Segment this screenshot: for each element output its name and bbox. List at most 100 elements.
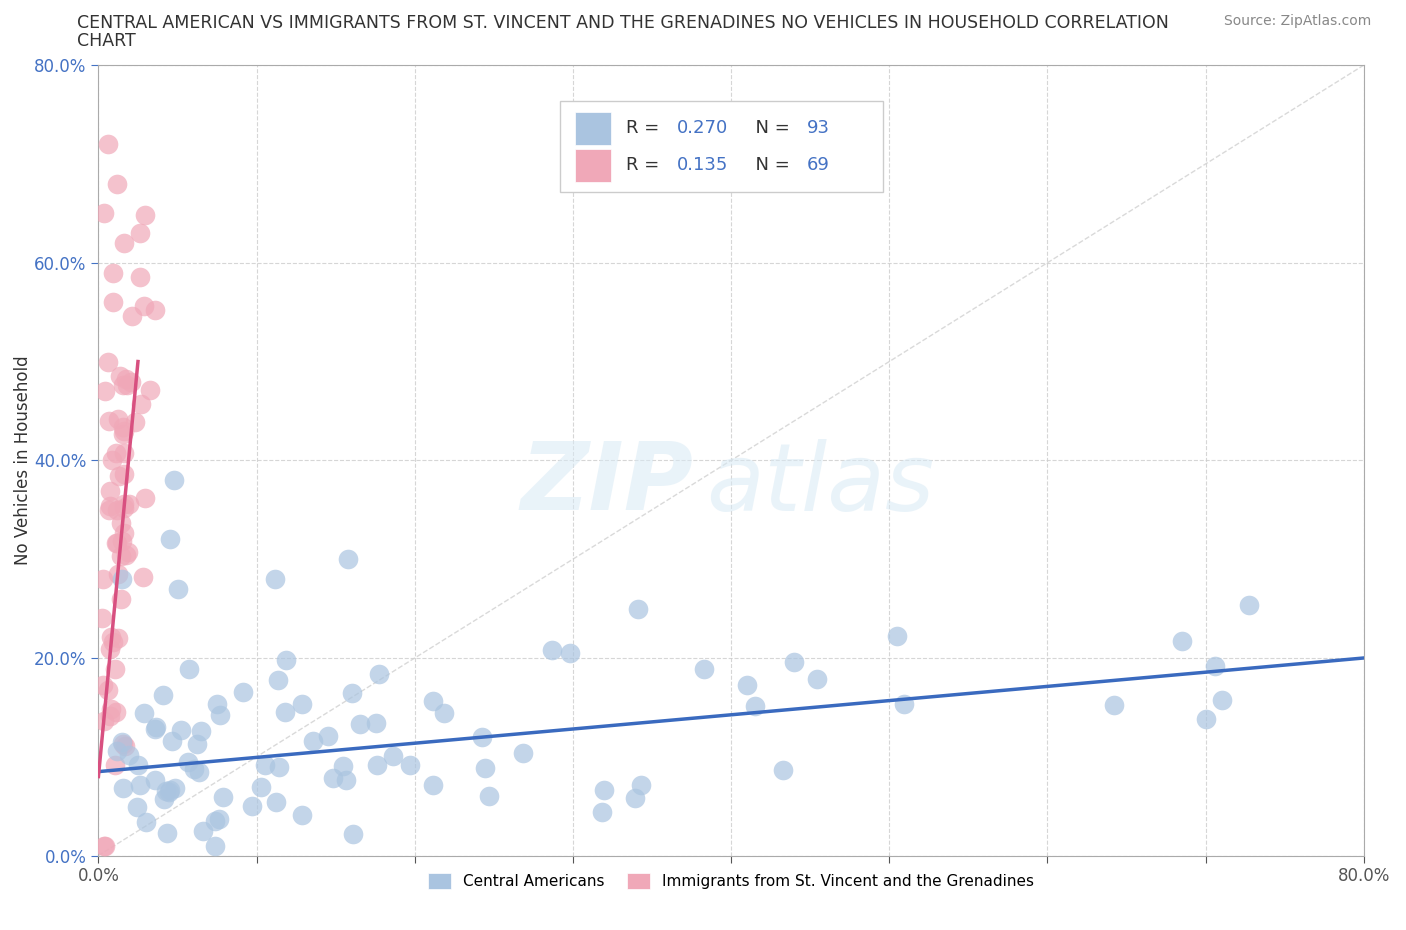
Point — [115, 548, 138, 563]
Point — [744, 698, 766, 713]
Text: N =: N = — [744, 156, 796, 175]
Point — [125, 799, 148, 814]
FancyBboxPatch shape — [560, 100, 883, 192]
Point — [337, 551, 360, 566]
Point — [1102, 698, 1125, 712]
Point — [118, 748, 141, 763]
Point — [93, 206, 115, 220]
Point — [342, 827, 364, 842]
Point — [105, 744, 128, 759]
Text: 93: 93 — [807, 119, 830, 138]
Point — [128, 777, 150, 792]
Legend: Central Americans, Immigrants from St. Vincent and the Grenadines: Central Americans, Immigrants from St. V… — [422, 867, 1040, 896]
Point — [179, 661, 201, 676]
Point — [108, 469, 131, 484]
Point — [267, 760, 290, 775]
Point — [188, 765, 211, 780]
Point — [111, 378, 134, 392]
Point — [166, 581, 188, 596]
Point — [117, 545, 139, 560]
Point — [1204, 659, 1226, 674]
Point — [152, 687, 174, 702]
Point — [422, 694, 444, 709]
Point — [132, 569, 155, 584]
Point — [250, 780, 273, 795]
Point — [145, 720, 167, 735]
Point — [105, 177, 128, 192]
Point — [115, 378, 138, 392]
Point — [302, 734, 325, 749]
Point — [193, 823, 215, 838]
Point — [98, 709, 121, 724]
Text: ZIP: ZIP — [520, 438, 693, 530]
Point — [110, 549, 132, 564]
Point — [127, 758, 149, 773]
Point — [264, 794, 287, 809]
Point — [368, 666, 391, 681]
Point — [783, 655, 806, 670]
Point — [291, 808, 314, 823]
Point — [93, 838, 115, 853]
Point — [143, 722, 166, 737]
Point — [735, 677, 758, 692]
Point — [134, 490, 156, 505]
Point — [267, 672, 290, 687]
Point — [101, 453, 124, 468]
Point — [101, 295, 124, 310]
Point — [1171, 633, 1194, 648]
Point — [186, 737, 208, 751]
Point — [129, 396, 152, 411]
Point — [349, 717, 371, 732]
Point — [114, 738, 136, 753]
Text: N =: N = — [744, 119, 796, 138]
Point — [772, 763, 794, 777]
Point — [98, 502, 121, 517]
Point — [630, 777, 652, 792]
Point — [111, 780, 134, 795]
Point — [134, 299, 156, 313]
Point — [143, 302, 166, 317]
Point — [177, 754, 200, 769]
Point — [100, 630, 122, 644]
Point — [111, 571, 134, 587]
Point — [560, 645, 582, 660]
Point — [693, 661, 716, 676]
Point — [100, 701, 122, 716]
Point — [129, 226, 152, 241]
Point — [101, 634, 124, 649]
Point — [107, 566, 129, 581]
Point — [107, 411, 129, 426]
Point — [91, 611, 114, 626]
Point — [91, 571, 114, 587]
Point — [209, 708, 232, 723]
Point — [381, 749, 404, 764]
Point — [107, 631, 129, 645]
Point — [104, 758, 127, 773]
Point — [399, 758, 422, 773]
Point — [433, 706, 456, 721]
Text: R =: R = — [626, 119, 665, 138]
Point — [124, 415, 146, 430]
Point — [156, 826, 179, 841]
Point — [98, 642, 121, 657]
Point — [105, 502, 128, 517]
Point — [94, 384, 117, 399]
Point — [366, 758, 388, 773]
Point — [274, 705, 297, 720]
Point — [893, 697, 915, 711]
Point — [366, 715, 388, 730]
Point — [110, 734, 132, 749]
Point — [254, 758, 277, 773]
Point — [110, 591, 132, 606]
Point — [112, 467, 135, 482]
Point — [512, 746, 534, 761]
Point — [474, 761, 496, 776]
Text: Source: ZipAtlas.com: Source: ZipAtlas.com — [1223, 14, 1371, 28]
Point — [155, 784, 177, 799]
Point — [97, 413, 120, 428]
Point — [132, 705, 155, 720]
Point — [183, 762, 205, 777]
Point — [204, 838, 226, 853]
Point — [103, 265, 125, 280]
Point — [145, 772, 167, 787]
